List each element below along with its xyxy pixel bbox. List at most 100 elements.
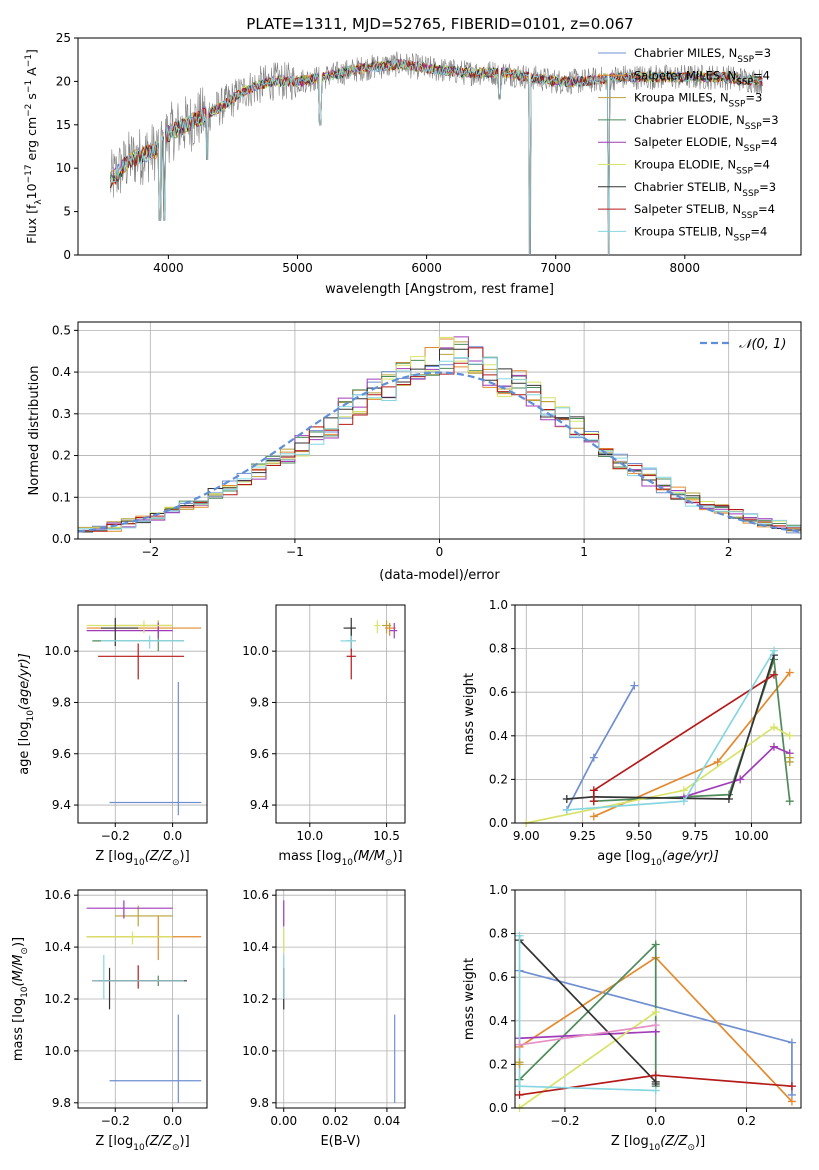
y-tick-label: 9.4 (250, 798, 269, 812)
weight-marker (651, 940, 660, 949)
x-tick-label: 6000 (411, 261, 442, 275)
x-tick-label: 4000 (153, 261, 184, 275)
y-tick-label: 0.4 (52, 365, 71, 379)
histogram-step (78, 357, 801, 539)
weight-marker (679, 797, 688, 806)
weight-marker (589, 753, 598, 762)
y-tick-label: 0.5 (52, 323, 71, 337)
x-tick-label: −1 (286, 545, 304, 559)
y-axis-label: mass [log10(M/M⊙)] (11, 937, 30, 1061)
x-tick-label: 10.00 (734, 829, 768, 843)
y-tick-label: 9.8 (52, 1096, 71, 1110)
axes-frame (77, 321, 802, 540)
y-tick-label: 9.8 (250, 695, 269, 709)
weight-marker (679, 786, 688, 795)
x-axis-label: age [log10(age/yr)] (597, 849, 719, 868)
weight_vs_age-panel: 9.00 9.25 9.50 9.75 10.00 0.0 0.2 0.4 0.6 0.8 1.0 a… (462, 598, 802, 868)
y-tick-label: 0.6 (489, 970, 508, 984)
weight-marker (630, 681, 639, 690)
axes-frame (77, 604, 208, 824)
y-tick-label: 10.0 (44, 1044, 71, 1058)
weight-marker (651, 1071, 660, 1080)
x-tick-label: 7000 (540, 261, 571, 275)
x-tick-label: 0.00 (270, 1114, 297, 1128)
y-axis-label: Flux [fλ10−17 erg cm−2 s−1 A−1] (24, 49, 44, 244)
legend-label: Kroupa ELODIE, NSSP=4 (634, 158, 770, 177)
x-tick-label: 0.04 (374, 1114, 401, 1128)
y-tick-label: 1.0 (489, 598, 508, 612)
y-tick-label: 10.2 (44, 992, 71, 1006)
y-tick-label: 0.8 (489, 927, 508, 941)
weight-marker (785, 668, 794, 677)
y-tick-label: 9.8 (250, 1096, 269, 1110)
x-tick-label: 9.75 (682, 829, 709, 843)
x-tick-label: 1 (580, 545, 588, 559)
y-tick-label: 1.0 (489, 883, 508, 897)
y-tick-label: 0.4 (489, 729, 508, 743)
x-tick-label: 2 (725, 545, 733, 559)
weight-marker (562, 795, 571, 804)
y-tick-label: 10.6 (44, 888, 71, 902)
x-axis-label: wavelength [Angstrom, rest frame] (325, 282, 554, 297)
x-tick-label: 9.50 (625, 829, 652, 843)
weight-marker (769, 646, 778, 655)
y-tick-label: 0.0 (489, 816, 508, 830)
y-tick-label: 10.6 (242, 888, 269, 902)
legend-label: Salpeter STELIB, NSSP=4 (634, 202, 775, 221)
weight-marker (651, 1008, 660, 1017)
y-tick-label: 25 (56, 31, 71, 45)
y-tick-label: 10.4 (242, 940, 269, 954)
y-tick-label: 0.2 (489, 772, 508, 786)
x-axis-label: Z [log10(Z/Z⊙)] (611, 1134, 705, 1153)
weight-marker (589, 812, 598, 821)
weight-line (518, 939, 657, 1085)
weight-marker (787, 1038, 796, 1047)
age_vs_mass-panel: 10.0 10.5 9.4 9.6 9.8 10.0 mass [log10(M/M⊙)] (242, 604, 406, 868)
residuals-panel: −2 −1 0 1 2 0.0 0.1 0.2 0.3 0.4 0.5 𝒩(0, 1) (data-mo… (27, 321, 802, 583)
axes-frame (275, 604, 406, 824)
legend-label: Chabrier MILES, NSSP=3 (634, 46, 771, 65)
x-axis-label: Z [log10(Z/Z⊙)] (95, 849, 189, 868)
y-tick-label: 10 (56, 161, 71, 175)
y-tick-label: 9.4 (52, 798, 71, 812)
y-tick-label: 10.0 (242, 1044, 269, 1058)
x-tick-label: 0.0 (163, 1114, 182, 1128)
mass_vs_Z-panel: −0.2 0.0 9.8 10.0 10.2 10.4 10.6 Z [log10(Z/Z⊙)… (11, 888, 208, 1153)
x-tick-label: 8000 (670, 261, 701, 275)
y-tick-label: 10.0 (44, 644, 71, 658)
y-tick-label: 0.0 (52, 532, 71, 546)
weight-marker (515, 1040, 524, 1049)
x-axis-label: E(B-V) (320, 1134, 360, 1149)
y-tick-label: 0.2 (489, 1057, 508, 1071)
weight-marker (515, 1082, 524, 1091)
weight-marker (515, 1090, 524, 1099)
legend-label: Salpeter ELODIE, NSSP=4 (634, 135, 777, 154)
y-tick-label: 0.3 (52, 407, 71, 421)
weight-marker (515, 931, 524, 940)
x-tick-label: −0.2 (101, 829, 130, 843)
legend-label: 𝒩(0, 1) (739, 337, 786, 352)
axes-frame (77, 37, 802, 256)
y-tick-label: 0.0 (489, 1101, 508, 1115)
weight-marker (713, 757, 722, 766)
legend-label: Chabrier ELODIE, NSSP=3 (634, 113, 779, 132)
x-axis-label: mass [log10(M/M⊙)] (278, 849, 402, 868)
age_vs_Z-panel: −0.2 0.0 9.4 9.6 9.8 10.0 Z [log10(Z/Z⊙)] age [… (17, 604, 208, 868)
x-tick-label: 9.25 (569, 829, 596, 843)
weight-marker (562, 805, 571, 814)
x-tick-label: 0 (436, 545, 444, 559)
x-axis-label: (data-model)/error (379, 568, 500, 583)
weight-marker (724, 795, 733, 804)
weight-marker (785, 731, 794, 740)
x-tick-label: 0.2 (737, 1114, 756, 1128)
axes-frame (77, 889, 208, 1109)
x-tick-label: 0.0 (646, 1114, 665, 1128)
weight_vs_Z-panel: −0.2 0.0 0.2 0.0 0.2 0.4 0.6 0.8 1.0 Z [log10(Z/Z… (462, 883, 802, 1153)
x-tick-label: 0.02 (322, 1114, 349, 1128)
weight-line (566, 654, 775, 800)
x-tick-label: 10.0 (296, 829, 323, 843)
legend-label: Kroupa STELIB, NSSP=4 (634, 224, 767, 243)
spectrum-model-line (109, 58, 763, 255)
y-axis-label: mass weight (462, 958, 477, 1040)
